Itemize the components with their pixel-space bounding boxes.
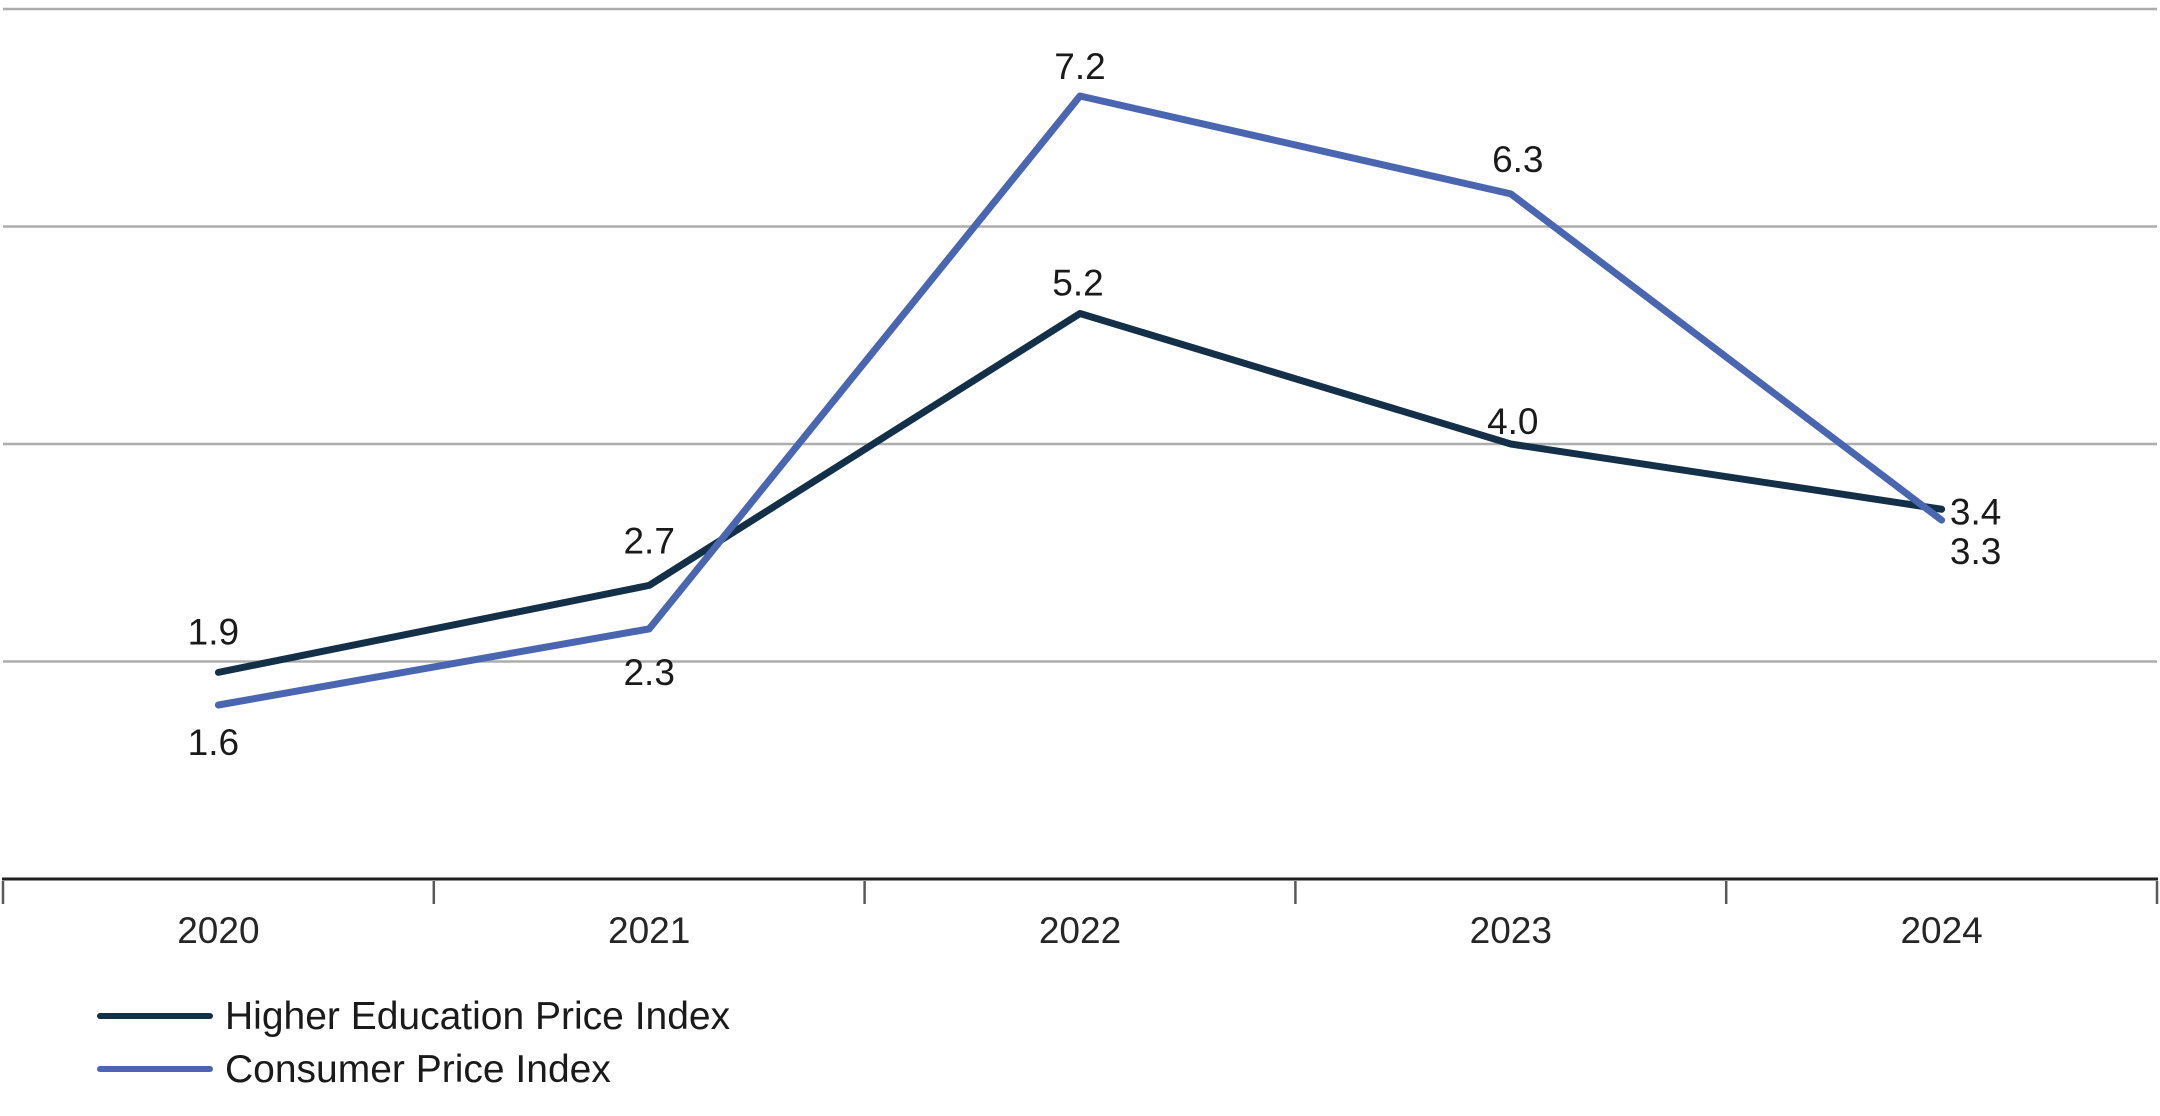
higher-education-price-index-value-label-2021: 2.7 <box>623 520 674 561</box>
higher-education-price-index-value-label-2024: 3.4 <box>1950 491 2001 532</box>
consumer-price-index-value-label-2023: 6.3 <box>1492 139 1543 180</box>
consumer-price-index-value-label-2022: 7.2 <box>1054 46 1105 87</box>
higher-education-price-index-value-label-2020: 1.9 <box>188 611 239 652</box>
gridlines <box>3 7 2157 663</box>
x-axis <box>1 877 2159 904</box>
legend: Higher Education Price Index Consumer Pri… <box>97 995 731 1091</box>
higher-education-price-index-value-label-2023: 4.0 <box>1487 401 1538 442</box>
x-tick-label-2024: 2024 <box>1900 910 1982 951</box>
series-lines <box>214 92 1946 709</box>
x-tick-label-2021: 2021 <box>608 910 690 951</box>
x-tick-label-2020: 2020 <box>177 910 259 951</box>
data-labels: 1.9 2.7 5.2 4.0 3.4 1.6 2.3 7.2 6.3 3.3 <box>188 46 2002 763</box>
consumer-price-index-value-label-2020: 1.6 <box>188 722 239 763</box>
legend-item-consumer-price-index: Consumer Price Index <box>97 1048 611 1091</box>
consumer-price-index-value-label-2024: 3.3 <box>1950 531 2001 572</box>
higher-education-price-index-line <box>214 310 1946 676</box>
legend-item-higher-education-price-index: Higher Education Price Index <box>97 995 731 1038</box>
higher-education-price-index-legend-label: Higher Education Price Index <box>225 995 731 1038</box>
x-axis-labels: 2020 2021 2022 2023 2024 <box>177 910 1983 951</box>
consumer-price-index-line <box>214 92 1946 709</box>
consumer-price-index-legend-label: Consumer Price Index <box>225 1048 611 1091</box>
x-tick-label-2022: 2022 <box>1039 910 1121 951</box>
x-tick-label-2023: 2023 <box>1470 910 1552 951</box>
higher-education-price-index-value-label-2022: 5.2 <box>1052 263 1103 304</box>
consumer-price-index-value-label-2021: 2.3 <box>623 652 674 693</box>
